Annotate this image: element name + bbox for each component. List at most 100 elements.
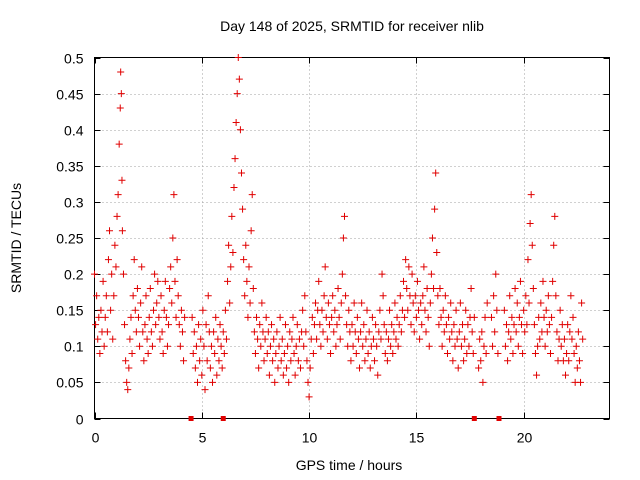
data-point	[175, 321, 183, 329]
data-point	[299, 306, 307, 314]
data-point	[109, 335, 117, 343]
data-point	[320, 292, 328, 300]
data-point	[492, 270, 500, 278]
data-point	[275, 342, 283, 350]
data-point	[451, 342, 459, 350]
data-point	[303, 357, 311, 365]
data-point	[200, 342, 208, 350]
data-point	[306, 364, 314, 372]
data-point	[141, 321, 149, 329]
data-point	[540, 313, 548, 321]
data-point	[460, 357, 468, 365]
data-point	[173, 256, 181, 264]
data-point	[269, 357, 277, 365]
data-point	[446, 335, 454, 343]
data-point	[441, 292, 449, 300]
data-point	[475, 364, 483, 372]
data-point	[159, 350, 167, 358]
data-point	[394, 342, 402, 350]
data-point	[368, 313, 376, 321]
data-point	[317, 342, 325, 350]
data-point	[198, 371, 206, 379]
data-point	[452, 306, 460, 314]
data-point	[237, 169, 245, 177]
data-point	[376, 306, 384, 314]
data-point	[224, 277, 232, 285]
data-point	[321, 263, 329, 271]
data-point	[92, 321, 100, 329]
data-point	[209, 378, 217, 386]
data-point	[516, 277, 524, 285]
data-gap-markers	[188, 416, 502, 421]
data-point	[241, 292, 249, 300]
data-point	[108, 270, 116, 278]
x-tick-label: 20	[517, 430, 533, 446]
data-point	[228, 212, 236, 220]
data-point	[570, 350, 578, 358]
data-point	[304, 378, 312, 386]
data-point	[328, 313, 336, 321]
x-tick-label: 15	[409, 430, 425, 446]
data-point	[369, 335, 377, 343]
data-point	[104, 256, 112, 264]
data-point	[442, 321, 450, 329]
data-point	[396, 292, 404, 300]
data-point	[244, 313, 252, 321]
data-point	[147, 328, 155, 336]
data-point	[233, 90, 241, 98]
data-point	[504, 357, 512, 365]
data-point	[529, 285, 537, 293]
data-point	[222, 335, 230, 343]
data-point	[489, 342, 497, 350]
data-point	[375, 328, 383, 336]
data-point	[239, 205, 247, 213]
data-point	[405, 263, 413, 271]
data-point	[428, 234, 436, 242]
data-point	[112, 263, 120, 271]
data-point	[327, 350, 335, 358]
data-point	[467, 285, 475, 293]
data-point	[552, 292, 560, 300]
data-point	[336, 335, 344, 343]
data-point	[338, 270, 346, 278]
data-point	[136, 342, 144, 350]
data-point	[339, 234, 347, 242]
data-point	[197, 335, 205, 343]
data-point	[410, 328, 418, 336]
data-point	[365, 328, 373, 336]
data-point	[477, 357, 485, 365]
data-point	[124, 386, 132, 394]
data-point	[123, 378, 131, 386]
data-point	[354, 335, 362, 343]
x-tick-label: 10	[302, 430, 318, 446]
data-point	[170, 191, 178, 199]
data-point	[345, 306, 353, 314]
data-point	[250, 328, 258, 336]
data-point	[332, 342, 340, 350]
data-point	[372, 321, 380, 329]
data-point	[219, 328, 227, 336]
chart-title: Day 148 of 2025, SRMTID for receiver nli…	[220, 18, 484, 34]
data-point	[562, 371, 570, 379]
data-point	[263, 350, 271, 358]
data-point	[528, 241, 536, 249]
data-point	[129, 292, 137, 300]
data-point	[363, 306, 371, 314]
data-point	[160, 306, 168, 314]
data-point	[137, 299, 145, 307]
data-point	[155, 313, 163, 321]
data-point	[218, 364, 226, 372]
data-point	[309, 350, 317, 358]
data-point	[509, 350, 517, 358]
data-point	[434, 292, 442, 300]
data-point	[139, 328, 147, 336]
data-point	[578, 299, 586, 307]
data-point	[379, 292, 387, 300]
data-point	[166, 285, 174, 293]
data-point	[146, 285, 154, 293]
data-point	[536, 335, 544, 343]
data-point	[490, 292, 498, 300]
data-point	[373, 342, 381, 350]
data-point	[130, 256, 138, 264]
data-point	[395, 321, 403, 329]
